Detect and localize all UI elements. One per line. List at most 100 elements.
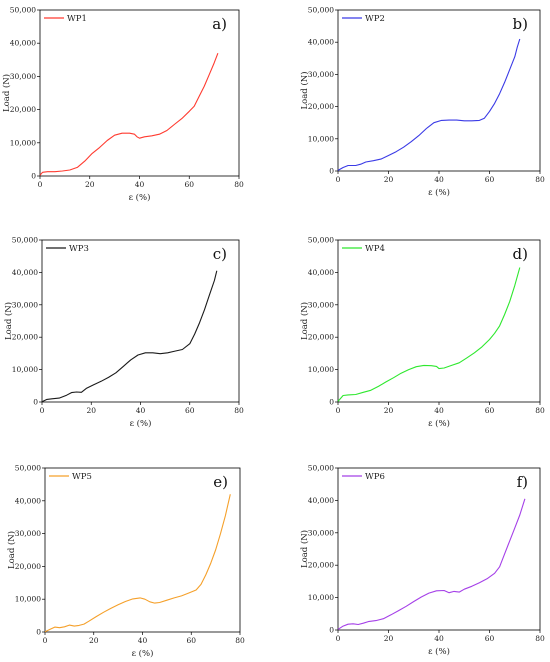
y-tick-label: 0 <box>329 398 334 407</box>
series-line-wp4 <box>337 267 521 402</box>
y-tick-label: 20,000 <box>308 102 334 111</box>
y-tick-label: 0 <box>33 398 38 407</box>
x-tick-label: 20 <box>85 180 95 189</box>
y-tick-label: 50,000 <box>12 236 38 245</box>
x-tick-label: 60 <box>485 634 495 643</box>
legend-label: WP4 <box>365 244 385 254</box>
x-axis-title: ε (%) <box>428 646 450 657</box>
chart-panel-4: 0 20 40 60 80 0 10,000 20,000 30,000 40,000 50,000… <box>299 236 545 430</box>
x-tick-label: 80 <box>535 406 545 415</box>
plot-frame <box>337 239 541 403</box>
panel-letter: d) <box>513 245 528 263</box>
x-tick-label: 0 <box>43 636 48 645</box>
series-line-wp3 <box>41 270 218 403</box>
x-tick-label: 20 <box>384 634 394 643</box>
x-tick-label: 40 <box>434 634 444 643</box>
y-tick-label: 0 <box>36 628 41 637</box>
y-tick-label: 30,000 <box>12 300 38 309</box>
y-tick-label: 50,000 <box>308 464 334 473</box>
x-tick-label: 60 <box>186 636 196 645</box>
y-axis-title: Load (N) <box>1 74 12 112</box>
series-line-wp1 <box>39 53 219 176</box>
y-tick-label: 10,000 <box>15 595 41 604</box>
panel-letter: e) <box>213 473 228 491</box>
x-tick-label: 60 <box>184 180 194 189</box>
plot-frame <box>41 239 240 403</box>
y-tick-label: 40,000 <box>308 38 334 47</box>
y-tick-label: 10,000 <box>308 365 334 374</box>
y-tick-label: 50,000 <box>10 6 36 15</box>
y-tick-label: 20,000 <box>308 561 334 570</box>
x-tick-label: 40 <box>434 406 444 415</box>
x-axis-title: ε (%) <box>130 418 152 429</box>
plot-frame <box>39 9 240 177</box>
y-tick-label: 30,000 <box>308 70 334 79</box>
x-tick-label: 40 <box>136 406 146 415</box>
plot-frame <box>44 467 241 633</box>
series-line-wp6 <box>337 498 526 630</box>
y-axis-title: Load (N) <box>299 302 310 340</box>
chart-panel-3: 0 20 40 60 80 0 10,000 20,000 30,000 40,000 50,000… <box>3 236 244 430</box>
y-axis-title: Load (N) <box>299 71 310 109</box>
x-tick-label: 20 <box>384 175 394 184</box>
x-tick-label: 80 <box>535 634 545 643</box>
y-tick-label: 40,000 <box>308 268 334 277</box>
y-tick-label: 40,000 <box>12 268 38 277</box>
x-tick-label: 60 <box>185 406 195 415</box>
chart-panel-1: 0 20 40 60 80 0 10,000 20,000 30,000 40,000 50,000… <box>1 6 244 204</box>
x-tick-label: 0 <box>336 175 341 184</box>
x-tick-label: 40 <box>135 180 145 189</box>
y-axis-title: Load (N) <box>299 530 310 568</box>
x-tick-label: 0 <box>336 634 341 643</box>
panel-letter: c) <box>213 245 227 263</box>
y-tick-label: 30,000 <box>10 72 36 81</box>
y-tick-label: 30,000 <box>15 529 41 538</box>
y-tick-label: 50,000 <box>308 236 334 245</box>
chart-panel-6: 0 20 40 60 80 0 10,000 20,000 30,000 40,000 50,000… <box>299 464 545 658</box>
panel-letter: a) <box>212 15 227 33</box>
y-tick-label: 20,000 <box>12 333 38 342</box>
y-axis-title: Load (N) <box>6 531 17 569</box>
y-tick-label: 30,000 <box>308 528 334 537</box>
y-tick-label: 10,000 <box>308 593 334 602</box>
x-tick-label: 20 <box>384 406 394 415</box>
x-tick-label: 80 <box>535 175 545 184</box>
y-tick-label: 20,000 <box>308 333 334 342</box>
y-tick-label: 10,000 <box>12 365 38 374</box>
y-tick-label: 20,000 <box>15 562 41 571</box>
y-axis-title: Load (N) <box>3 302 14 340</box>
y-tick-label: 20,000 <box>10 105 36 114</box>
y-tick-label: 40,000 <box>15 496 41 505</box>
x-tick-label: 60 <box>485 406 495 415</box>
x-tick-label: 40 <box>138 636 148 645</box>
plot-frame <box>337 467 541 631</box>
legend-label: WP2 <box>365 14 385 24</box>
legend-label: WP5 <box>72 472 92 482</box>
y-tick-label: 10,000 <box>10 138 36 147</box>
panel-letter: b) <box>513 15 528 33</box>
series-line-wp5 <box>44 494 231 633</box>
y-tick-label: 0 <box>329 167 334 176</box>
chart-panel-5: 0 20 40 60 80 0 10,000 20,000 30,000 40,000 50,000… <box>6 464 245 660</box>
y-tick-label: 40,000 <box>308 496 334 505</box>
x-tick-label: 80 <box>235 636 245 645</box>
x-tick-label: 0 <box>38 180 43 189</box>
panel-letter: f) <box>517 473 528 491</box>
x-axis-title: ε (%) <box>129 192 151 203</box>
chart-panel-2: 0 20 40 60 80 0 10,000 20,000 30,000 40,000 50,000… <box>299 6 545 199</box>
x-tick-label: 80 <box>234 406 244 415</box>
y-tick-label: 0 <box>31 172 36 181</box>
x-tick-label: 20 <box>86 406 96 415</box>
legend-label: WP1 <box>67 14 87 24</box>
x-tick-label: 0 <box>40 406 45 415</box>
x-tick-label: 40 <box>434 175 444 184</box>
legend-label: WP3 <box>69 244 89 254</box>
y-tick-label: 40,000 <box>10 39 36 48</box>
y-tick-label: 50,000 <box>308 6 334 15</box>
plot-frame <box>337 9 541 172</box>
x-tick-label: 0 <box>336 406 341 415</box>
x-tick-label: 60 <box>485 175 495 184</box>
x-axis-title: ε (%) <box>428 418 450 429</box>
x-tick-label: 20 <box>89 636 99 645</box>
